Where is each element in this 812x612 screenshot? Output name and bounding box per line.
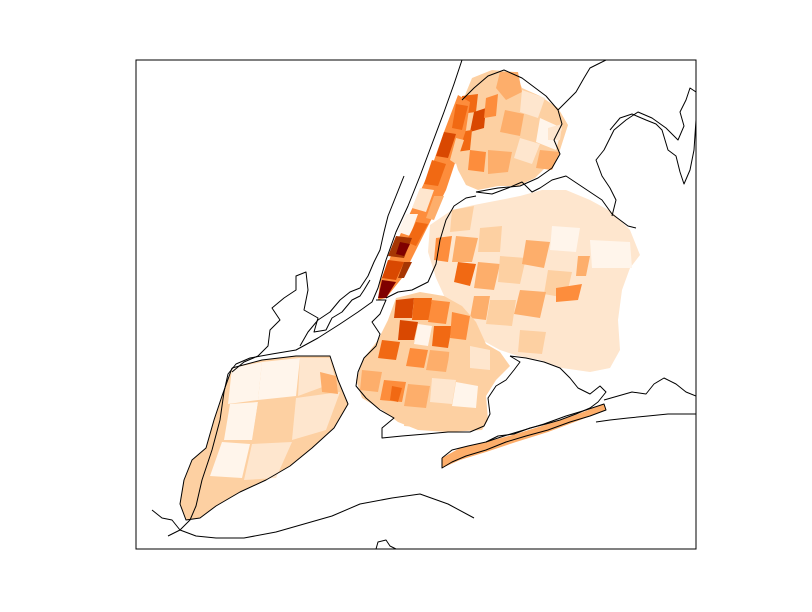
bronx-tract: [470, 108, 486, 132]
bronx-tract: [484, 94, 498, 118]
nassau-inlet-shore: [603, 377, 696, 401]
brooklyn-tract: [394, 298, 414, 318]
brooklyn-tract: [412, 298, 432, 320]
manhattan-tract: [412, 188, 434, 212]
brooklyn-tract: [378, 340, 400, 360]
queens-tracts: [428, 190, 640, 372]
brooklyn-tract: [404, 384, 430, 408]
queens-tract: [514, 290, 546, 318]
staten-island-tract: [258, 358, 300, 400]
staten-island-tract: [252, 398, 296, 442]
east-river-shore: [385, 195, 477, 299]
queens-tract: [450, 206, 474, 232]
brooklyn-tract: [470, 346, 490, 370]
brooklyn-tract: [448, 344, 470, 368]
brooklyn-shore: [355, 299, 521, 439]
manhattan-tract: [426, 196, 444, 220]
staten-island-tract: [228, 362, 262, 404]
bronx-tract: [548, 124, 562, 140]
queens-tract: [556, 310, 590, 340]
brooklyn-tract: [414, 324, 432, 346]
manhattan-tract: [424, 160, 446, 186]
staten-island-tract: [244, 442, 292, 480]
map-frame: [135, 59, 697, 550]
long-island-south-shore: [595, 413, 696, 423]
queens-tract: [486, 300, 516, 326]
new-jersey-shore-1: [299, 175, 405, 347]
rockaway-outline: [441, 403, 607, 469]
staten-island-tract: [292, 392, 340, 440]
brooklyn-tract: [430, 378, 456, 404]
brooklyn-tract: [390, 386, 402, 402]
rockaway-peninsula: [442, 404, 606, 468]
brooklyn-tract: [452, 382, 478, 408]
brooklyn-tract: [360, 370, 382, 392]
manhattan-tract: [450, 138, 464, 164]
staten-island-tract: [224, 402, 258, 440]
sandy-hook-shore: [375, 539, 397, 549]
staten-island-tract: [320, 372, 338, 394]
brooklyn-tract: [450, 312, 470, 340]
bronx-east-shore: [461, 69, 563, 193]
bronx-tracts: [452, 70, 568, 190]
brooklyn-tract: [428, 300, 450, 324]
manhattan-tract: [378, 280, 396, 298]
hudson-west-shore: [167, 60, 463, 537]
queens-tract: [454, 262, 476, 286]
manhattan-tract: [382, 260, 404, 280]
queens-tract: [522, 240, 550, 268]
coastlines: [151, 60, 696, 549]
queens-tract: [470, 296, 490, 320]
staten-island-tract: [298, 358, 336, 396]
queens-tract: [518, 330, 546, 354]
bronx-tract: [520, 90, 545, 118]
manhattan-tract: [396, 242, 410, 256]
bronx-tract: [496, 72, 522, 100]
raritan-bay-shore: [151, 493, 475, 539]
manhattan-tract: [436, 132, 456, 158]
brooklyn-tract: [398, 320, 418, 340]
queens-tract: [576, 256, 590, 276]
manhattan-tract: [398, 262, 412, 278]
newark-bay-shore: [231, 271, 371, 373]
queens-tract: [590, 240, 632, 268]
brooklyn-tract: [406, 348, 428, 368]
manhattan-tract: [398, 214, 418, 236]
long-island-sound-shore-1: [557, 60, 607, 111]
manhattan-tract: [452, 104, 468, 130]
manhattan-tract: [406, 222, 428, 246]
queens-tract: [452, 236, 478, 262]
staten-island-tract: [210, 442, 250, 478]
staten-island-outline: [179, 355, 349, 521]
queens-tract: [474, 262, 500, 290]
queens-north-shore: [475, 175, 637, 229]
bronx-tract: [514, 138, 540, 164]
brooklyn-tracts: [356, 292, 510, 432]
queens-tract: [478, 226, 502, 252]
brooklyn-tract: [426, 350, 450, 372]
queens-tract: [500, 204, 526, 228]
bronx-tract: [468, 150, 486, 172]
bronx-tract: [488, 150, 512, 174]
queens-tract: [550, 226, 580, 252]
queens-tract: [498, 256, 526, 284]
bronx-tract: [500, 110, 524, 136]
map-content: [151, 60, 696, 549]
long-island-sound-shore-2: [595, 87, 696, 217]
brooklyn-tract: [432, 326, 452, 348]
brooklyn-tract: [404, 408, 434, 428]
queens-tract: [434, 236, 452, 262]
manhattan-tracts: [378, 95, 470, 300]
queens-tract: [556, 284, 582, 302]
